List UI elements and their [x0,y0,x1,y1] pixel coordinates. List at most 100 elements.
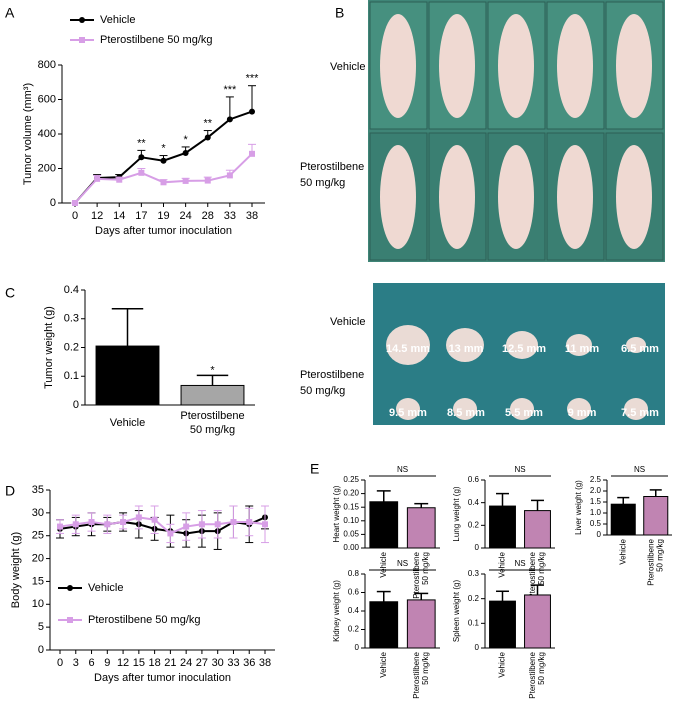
y-tick-label: 0.1 [64,370,79,382]
y-tick-label: 0.05 [343,530,359,539]
bar [369,501,399,549]
marker [138,154,145,161]
bar [524,594,551,649]
x-tick-label: Vehicle [379,651,388,677]
bar [95,345,160,406]
x-tick-label: 24 [180,210,192,222]
bar [643,496,669,536]
bar [524,510,551,549]
y-tick-label: 600 [38,93,56,105]
x-tick-label: 21 [164,657,176,669]
y-tick-label: 1.0 [590,508,602,517]
bar [610,503,636,536]
y-tick-label: 0.8 [348,569,360,578]
x-tick-label: 12 [117,657,129,669]
y-axis-label: Tumor weight (g) [43,306,55,389]
marker [57,523,63,530]
x-tick-label: 27 [196,657,208,669]
marker [183,523,190,530]
annotation: ** [137,137,146,149]
x-tick-label: Vehicle [379,551,388,577]
x-tick-label: 12 [91,210,103,222]
measurement: 9.5 mm [389,407,427,419]
legend-marker [67,617,73,623]
x-tick-label: 38 [246,210,258,222]
x-tick-label: 28 [202,210,214,222]
marker [182,149,189,156]
x-tick-label: 17 [135,210,147,222]
y-tick-label: 0.25 [343,475,359,484]
marker [160,179,167,186]
tumor [386,325,430,365]
x-tick-label: 19 [157,210,169,222]
y-tick-label: 0.2 [468,520,480,529]
x-axis-label: Days after tumor inoculation [95,225,232,237]
legend-label: Vehicle [100,14,135,26]
y-tick-label: 2.5 [590,475,602,484]
x-tick-label: 33 [227,657,239,669]
marker [138,169,145,176]
y-tick-label: 0.3 [468,569,480,578]
marker [246,519,253,525]
y-tick-label: 0.2 [64,341,79,353]
marker [167,530,174,537]
measurement: 7.5 mm [621,407,659,419]
y-tick-label: 400 [38,128,56,140]
x-tick-label: Pterostilbene50 mg/kg [412,651,430,698]
y-tick-label: 0.4 [348,606,360,615]
x-tick-label: 3 [73,657,79,669]
x-tick-label: 6 [88,657,94,669]
marker [249,150,255,157]
x-tick-label: 36 [243,657,255,669]
y-tick-label: 0.15 [343,502,359,511]
bar [369,601,399,649]
y-tick-label: 0.4 [468,498,480,507]
mouse [498,145,534,249]
bar [406,599,436,649]
tumor [506,331,538,359]
y-tick-label: 0 [38,644,44,656]
x-tick-label: Vehicle [498,551,507,577]
marker [262,521,268,528]
marker [72,200,78,206]
y-axis-label: Heart weight (g) [332,485,341,542]
x-tick-label: 24 [180,657,192,669]
marker [160,157,167,164]
measurement: 11 mm [565,343,599,355]
x-tick-label: 0 [72,210,78,222]
panel-label: C [5,285,15,301]
y-axis-label: Liver weight (g) [574,480,583,535]
x-axis-label: Days after tumor inoculation [94,672,231,684]
measurement: 13 mm [449,343,484,355]
y-tick-label: 0.5 [590,519,602,528]
y-tick-label: 15 [32,575,44,587]
y-tick-label: 0.4 [64,284,79,296]
x-tick-label: Vehicle [110,417,145,429]
y-axis-label: Tumor volume (mm³) [22,83,34,185]
y-tick-label: 35 [32,484,44,496]
x-tick-label: 18 [148,657,160,669]
annotation: *** [246,73,260,85]
y-tick-label: 200 [38,162,56,174]
annotation: NS [397,559,408,568]
row-label: Vehicle [330,316,365,328]
y-tick-label: 0.1 [468,618,480,627]
y-tick-label: 25 [32,530,44,542]
marker [249,108,255,115]
y-tick-label: 20 [32,552,44,564]
marker [214,521,221,528]
y-tick-label: 0.6 [468,475,480,484]
x-tick-label: Vehicle [618,538,627,564]
legend-label: Vehicle [88,582,123,594]
legend-marker [67,585,73,591]
bar [489,600,516,649]
measurement: 6.5 mm [621,343,659,355]
x-tick-label: 38 [259,657,271,669]
marker [94,175,101,182]
tumor [396,398,420,420]
tumor [510,398,534,420]
marker [72,521,79,528]
bar [406,507,436,549]
y-tick-label: 0 [73,399,79,411]
